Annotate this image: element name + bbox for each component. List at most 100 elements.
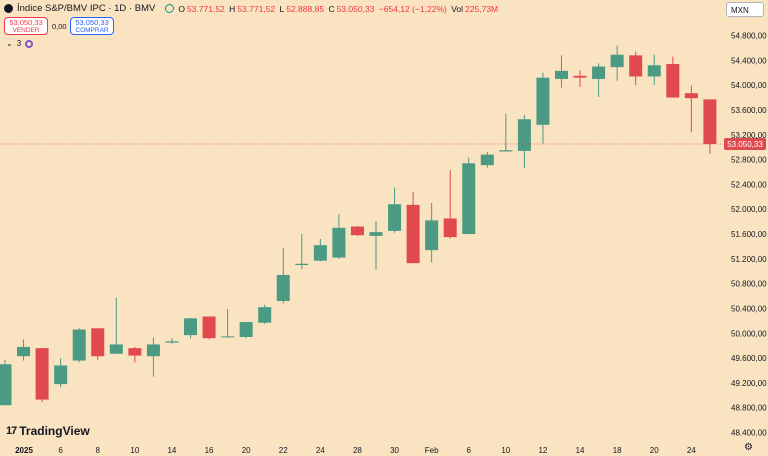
candle-up[interactable] [369, 232, 383, 236]
high-key: H [229, 3, 236, 14]
volume-key: Vol [451, 3, 464, 14]
close-key: C [328, 3, 335, 14]
candle-up[interactable] [295, 263, 309, 266]
candle-up[interactable] [647, 65, 661, 77]
open-key: O [178, 3, 185, 14]
low-value: 52.888,85 [286, 3, 325, 14]
symbol-title[interactable]: Índice S&P/BMV IPC · 1D · BMV [17, 3, 156, 14]
candle-up[interactable] [517, 119, 531, 151]
low-key: L [279, 3, 285, 14]
volume-value: 225,73M [465, 3, 499, 14]
time-tick-label: 10 [130, 446, 139, 455]
gear-icon[interactable]: ⚙ [744, 442, 753, 453]
candle-up[interactable] [72, 329, 86, 361]
change-value: −654,12 (−1,22%) [378, 3, 447, 14]
price-tick-label: 54.000,00 [731, 81, 767, 90]
candle-up[interactable] [480, 154, 494, 166]
candle-down[interactable] [202, 316, 216, 339]
price-tick-label: 53.200,00 [731, 131, 767, 140]
candle-down[interactable] [666, 64, 680, 98]
time-tick-label: Feb [425, 446, 439, 455]
price-tick-label: 52.000,00 [731, 205, 767, 214]
time-tick-label: 12 [538, 446, 547, 455]
time-tick-label: 14 [576, 446, 585, 455]
candle-down[interactable] [629, 55, 643, 77]
candle-up[interactable] [146, 344, 160, 357]
candle-up[interactable] [536, 77, 550, 125]
time-tick-label: 28 [353, 446, 362, 455]
candle-up[interactable] [17, 346, 31, 357]
candle-up[interactable] [109, 344, 123, 354]
price-tick-label: 54.400,00 [731, 56, 767, 65]
price-tick-label: 52.400,00 [731, 180, 767, 189]
time-tick-label: 8 [96, 446, 101, 455]
time-tick-label: 18 [613, 446, 622, 455]
last-price-label: 53.050,33 [727, 140, 763, 149]
tradingview-logo[interactable]: 17 TradingView [6, 424, 90, 438]
candle-up[interactable] [425, 220, 439, 251]
candle-up[interactable] [276, 274, 290, 301]
candle-down[interactable] [35, 348, 49, 400]
currency-button[interactable]: MXN [726, 2, 764, 17]
chart-header: Índice S&P/BMV IPC · 1D · BMV O 53.771,52… [4, 3, 500, 14]
price-tick-label: 49.600,00 [731, 354, 767, 363]
candle-up[interactable] [388, 204, 402, 231]
candle-up[interactable] [221, 336, 235, 338]
candles [0, 45, 717, 406]
candle-up[interactable] [258, 307, 272, 323]
candle-up[interactable] [165, 341, 179, 343]
sell-label: VENDER [12, 27, 40, 34]
last-price-line: 53.050,33 [0, 138, 766, 151]
candle-up[interactable] [592, 66, 606, 79]
price-tick-label: 50.400,00 [731, 304, 767, 313]
candle-up[interactable] [555, 70, 568, 79]
price-tick-label: 52.800,00 [731, 156, 767, 165]
time-tick-label: 16 [205, 446, 214, 455]
symbol-logo-icon [4, 4, 13, 13]
candle-down[interactable] [703, 99, 717, 145]
sell-button[interactable]: 53.050,33 VENDER [4, 17, 48, 35]
candle-down[interactable] [91, 328, 105, 357]
candle-up[interactable] [499, 150, 513, 152]
time-axis[interactable]: 2025 6 8 10 14 16 20 22 24 28 30 Feb 6 10 12 14 18 20 24 [15, 446, 696, 455]
candle-up[interactable] [332, 227, 346, 258]
time-tick-label: 24 [316, 446, 325, 455]
spread-value: 0,00 [52, 22, 67, 31]
time-tick-label: 14 [167, 446, 176, 455]
price-tick-label: 51.200,00 [731, 255, 767, 264]
candle-down[interactable] [443, 218, 457, 238]
candle-down[interactable] [684, 93, 698, 99]
open-value: 53.771,52 [186, 3, 225, 14]
candle-down[interactable] [350, 226, 364, 236]
candle-down[interactable] [573, 75, 587, 78]
ohlc-values: O 53.771,52 H 53.771,52 L 52.888,85 C 53.050… [178, 4, 500, 14]
indicators-toggle[interactable]: ⌄ 3 [6, 39, 34, 48]
candle-up[interactable] [54, 365, 68, 385]
close-value: 53.050,33 [336, 3, 375, 14]
candle-up[interactable] [462, 163, 476, 234]
indicators-count: 3 [16, 39, 22, 48]
time-tick-label: 20 [242, 446, 251, 455]
candle-up[interactable] [184, 318, 197, 336]
indicator-icon [25, 39, 34, 48]
time-tick-label: 2025 [15, 446, 33, 455]
candle-up[interactable] [0, 364, 12, 406]
market-status-icon[interactable] [165, 4, 175, 13]
high-value: 53.771,52 [237, 3, 276, 14]
candle-down[interactable] [406, 204, 420, 264]
candle-up[interactable] [610, 54, 624, 68]
tradingview-mark-icon: 17 [6, 425, 17, 437]
buy-price: 53.050,33 [75, 18, 109, 27]
candle-down[interactable] [128, 348, 142, 356]
time-tick-label: 6 [467, 446, 472, 455]
price-tick-label: 50.800,00 [731, 280, 767, 289]
price-axis[interactable]: 54.800,00 54.400,00 54.000,00 53.600,00 53.2… [731, 32, 767, 438]
buy-button[interactable]: 53.050,33 COMPRAR [70, 17, 114, 35]
price-tick-label: 48.800,00 [731, 404, 767, 413]
candle-up[interactable] [239, 322, 253, 337]
candle-up[interactable] [313, 245, 327, 261]
chevron-down-icon: ⌄ [6, 39, 13, 48]
time-tick-label: 20 [650, 446, 659, 455]
price-tick-label: 51.600,00 [731, 230, 767, 239]
